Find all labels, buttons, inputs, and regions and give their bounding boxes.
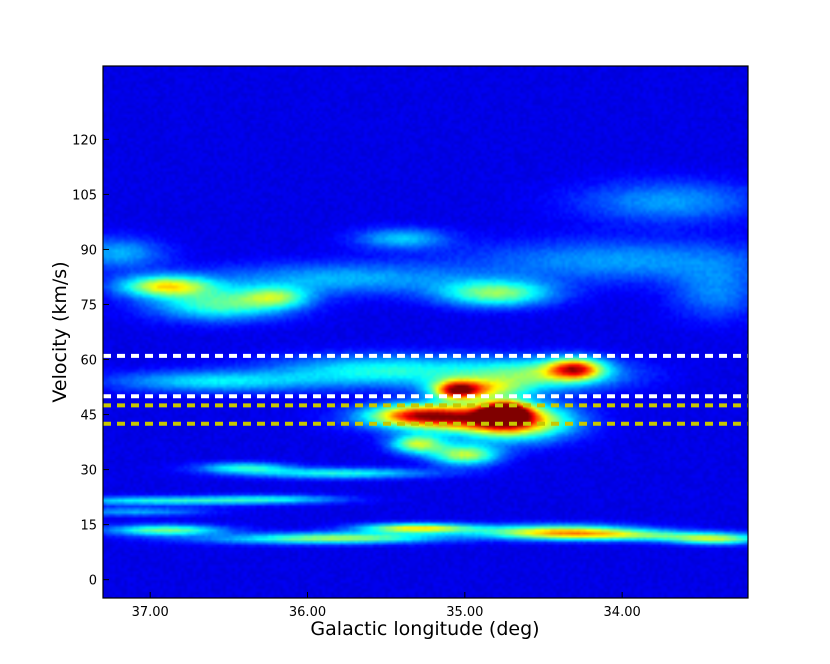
y-tick-label: 75 (80, 298, 97, 313)
y-tick-label: 0 (89, 574, 97, 589)
x-axis-label: Galactic longitude (deg) (310, 618, 539, 640)
y-tick-label: 90 (80, 243, 97, 258)
x-axis: 37.00 36.00 35.00 34.00 (132, 592, 641, 620)
y-tick-label: 105 (72, 188, 97, 203)
y-tick-label: 60 (80, 354, 97, 369)
y-tick-label: 30 (80, 464, 97, 479)
plot-frame (102, 65, 749, 599)
x-tick-label: 34.00 (604, 605, 641, 620)
x-tick-label: 35.00 (446, 605, 483, 620)
y-axis-label: Velocity (km/s) (49, 261, 71, 402)
y-axis: 0 15 30 45 60 75 90 105 120 (72, 133, 109, 589)
y-tick-label: 120 (72, 133, 97, 148)
threshold-lines (103, 353, 748, 426)
x-tick-label: 37.00 (132, 605, 169, 620)
y-tick-label: 15 (80, 519, 97, 534)
x-tick-label: 36.00 (289, 605, 326, 620)
heatmap-image (103, 66, 748, 598)
y-tick-label: 45 (80, 409, 97, 424)
